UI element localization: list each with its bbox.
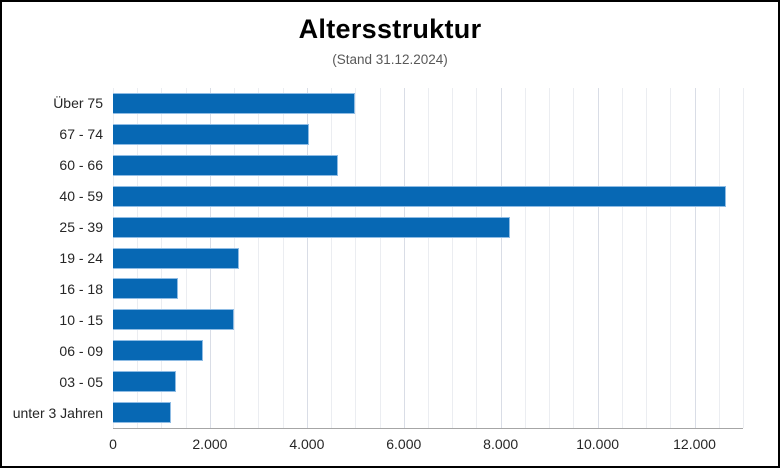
major-gridline bbox=[306, 88, 308, 428]
bar-16-18 bbox=[113, 278, 179, 300]
bar-40-59 bbox=[113, 185, 727, 207]
bar-10-15 bbox=[113, 309, 235, 331]
minor-gridline bbox=[646, 88, 648, 428]
category-label: Über 75 bbox=[53, 95, 103, 112]
category-label: 60 - 66 bbox=[59, 157, 103, 174]
category-label: 10 - 15 bbox=[59, 311, 103, 328]
category-label: 06 - 09 bbox=[59, 342, 103, 359]
category-label: unter 3 Jahren bbox=[12, 404, 103, 421]
minor-gridline bbox=[331, 88, 333, 428]
category-label: 16 - 18 bbox=[59, 280, 103, 297]
minor-gridline bbox=[743, 88, 744, 428]
minor-gridline bbox=[476, 88, 478, 428]
category-label: 67 - 74 bbox=[59, 126, 103, 143]
bar-19-24 bbox=[113, 247, 239, 269]
minor-gridline bbox=[282, 88, 284, 428]
minor-gridline bbox=[379, 88, 381, 428]
minor-gridline bbox=[621, 88, 623, 428]
minor-gridline bbox=[258, 88, 260, 428]
chart-subtitle: (Stand 31.12.2024) bbox=[332, 52, 448, 67]
minor-gridline bbox=[524, 88, 526, 428]
x-tick-label: 4.000 bbox=[289, 436, 325, 452]
bar-60-66 bbox=[113, 154, 339, 176]
category-label: 40 - 59 bbox=[59, 188, 103, 205]
category-label: 03 - 05 bbox=[59, 373, 103, 390]
bar-67-74 bbox=[113, 123, 310, 145]
plot-area bbox=[113, 88, 744, 429]
minor-gridline bbox=[355, 88, 357, 428]
x-tick-label: 6.000 bbox=[386, 436, 422, 452]
minor-gridline bbox=[428, 88, 429, 428]
major-gridline bbox=[403, 88, 405, 428]
major-gridline bbox=[694, 88, 696, 428]
bar-03-05 bbox=[113, 371, 176, 393]
minor-gridline bbox=[573, 88, 575, 428]
minor-gridline bbox=[452, 88, 454, 428]
x-tick-label: 10.000 bbox=[576, 436, 620, 452]
minor-gridline bbox=[549, 88, 551, 428]
value-axis: 0 2.000 4.000 6.000 8.000 10.000 12.000 bbox=[109, 436, 743, 456]
major-gridline bbox=[500, 88, 502, 428]
x-tick-label: 2.000 bbox=[192, 436, 228, 452]
x-tick-label: 8.000 bbox=[483, 436, 519, 452]
bar-über-75 bbox=[113, 92, 356, 114]
category-label: 19 - 24 bbox=[59, 250, 103, 266]
minor-gridline bbox=[718, 88, 720, 428]
bar-unter-3-jahren bbox=[113, 402, 172, 424]
bar-06-09 bbox=[113, 340, 203, 362]
x-tick-label: 12.000 bbox=[673, 436, 716, 452]
minor-gridline bbox=[670, 88, 672, 428]
x-tick-label: 0 bbox=[109, 436, 117, 452]
chart-title: Altersstruktur bbox=[298, 14, 482, 44]
category-axis: Über 75 67 - 74 60 - 66 40 - 59 25 - 39 19 - … bbox=[2, 88, 103, 428]
major-gridline bbox=[597, 88, 599, 428]
bar-25-39 bbox=[113, 216, 511, 238]
category-label: 25 - 39 bbox=[59, 219, 103, 236]
